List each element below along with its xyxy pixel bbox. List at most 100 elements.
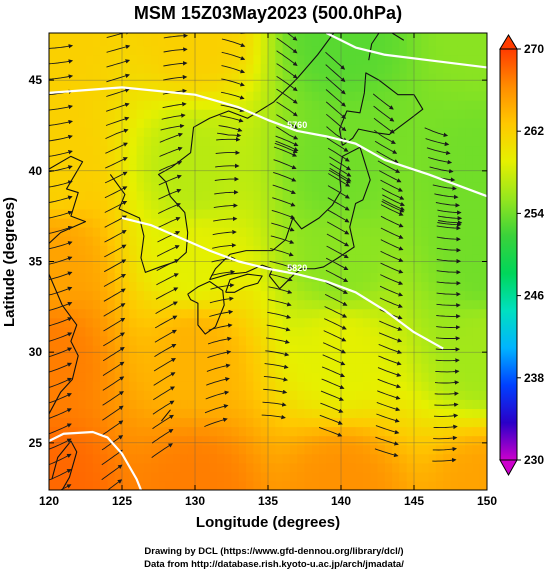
field-cell: [450, 63, 459, 74]
field-cell: [333, 118, 342, 128]
field-cell: [297, 163, 306, 174]
field-cell: [406, 91, 415, 101]
field-cell: [297, 308, 306, 319]
field-cell: [136, 290, 145, 301]
field-cell: [56, 154, 65, 165]
field-cell: [289, 353, 298, 364]
field-cell: [122, 136, 130, 147]
field-cell: [472, 372, 481, 382]
field-cell: [85, 181, 94, 192]
field-cell: [56, 208, 65, 219]
field-cell: [216, 471, 225, 482]
field-cell: [238, 471, 247, 482]
field-cell: [450, 462, 459, 473]
field-cell: [246, 91, 254, 101]
field-cell: [268, 181, 276, 192]
field-cell: [414, 272, 422, 283]
field-cell: [355, 227, 364, 237]
field-cell: [231, 199, 240, 210]
field-cell: [465, 263, 473, 273]
streamline-arrow: [107, 3, 130, 9]
field-cell: [289, 363, 298, 373]
field-cell: [158, 317, 167, 328]
field-cell: [238, 326, 247, 337]
field-cell: [392, 317, 400, 328]
field-cell: [472, 154, 481, 165]
field-cell: [165, 326, 174, 337]
field-cell: [311, 344, 320, 355]
field-cell: [165, 417, 174, 428]
streamline-arrow: [151, 429, 174, 444]
field-cell: [275, 217, 284, 228]
field-cell: [414, 408, 422, 419]
field-cell: [216, 217, 225, 228]
field-cell: [209, 263, 218, 273]
field-cell: [122, 263, 130, 273]
field-cell: [297, 199, 306, 210]
field-cell: [268, 208, 276, 219]
field-cell: [428, 290, 437, 301]
field-cell: [341, 181, 349, 192]
field-cell: [268, 33, 276, 38]
field-cell: [260, 453, 269, 464]
field-cell: [326, 81, 335, 92]
streamline-arrow: [379, 285, 404, 297]
field-cell: [319, 136, 327, 147]
field-cell: [319, 290, 327, 301]
field-cell: [151, 363, 160, 373]
field-cell: [231, 390, 240, 400]
field-cell: [78, 45, 87, 56]
field-cell: [443, 54, 452, 65]
field-cell: [246, 317, 254, 328]
streamline-arrow: [159, 132, 183, 143]
field-cell: [165, 72, 174, 83]
field-cell: [435, 127, 444, 137]
field-cell: [355, 72, 364, 83]
field-cell: [238, 109, 247, 119]
field-cell: [202, 217, 211, 228]
field-cell: [92, 154, 101, 165]
field-cell: [435, 426, 444, 437]
field-cell: [275, 462, 284, 473]
field-cell: [392, 145, 400, 156]
field-cell: [326, 308, 335, 319]
field-cell: [143, 81, 152, 92]
field-cell: [180, 109, 189, 119]
field-cell: [238, 91, 247, 101]
field-cell: [85, 353, 94, 364]
field-cell: [421, 217, 430, 228]
field-cell: [122, 381, 130, 391]
streamline-arrow: [437, 222, 462, 227]
field-cell: [435, 326, 444, 337]
field-cell: [246, 471, 254, 482]
field-cell: [253, 181, 262, 192]
field-cell: [165, 344, 174, 355]
field-cell: [187, 426, 196, 437]
field-cell: [158, 453, 167, 464]
field-cell: [63, 136, 72, 147]
field-cell: [231, 163, 240, 174]
field-cell: [253, 335, 262, 346]
field-cell: [180, 136, 189, 147]
field-cell: [136, 308, 145, 319]
field-cell: [370, 245, 379, 255]
field-cell: [370, 408, 379, 419]
field-cell: [304, 435, 313, 446]
field-cell: [92, 471, 101, 482]
field-cell: [319, 163, 327, 174]
field-cell: [224, 408, 233, 419]
field-cell: [304, 417, 313, 428]
field-cell: [246, 363, 254, 373]
credit-drawing: Drawing by DCL (https://www.gfd-dennou.o…: [144, 546, 404, 557]
field-cell: [333, 208, 342, 219]
field-cell: [92, 236, 101, 246]
field-cell: [209, 363, 218, 373]
field-cell: [180, 118, 189, 128]
field-cell: [209, 172, 218, 183]
field-cell: [319, 263, 327, 273]
field-cell: [450, 33, 459, 38]
field-cell: [268, 290, 276, 301]
field-cell: [246, 480, 254, 490]
field-cell: [311, 81, 320, 92]
